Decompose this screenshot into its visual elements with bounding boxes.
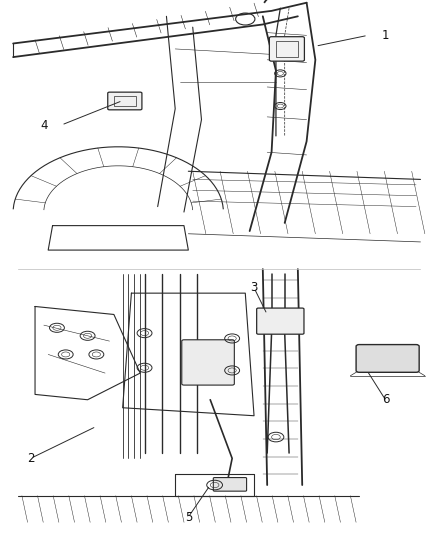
Text: 2: 2 (27, 452, 35, 465)
FancyBboxPatch shape (257, 308, 304, 334)
FancyBboxPatch shape (182, 340, 234, 385)
Text: 1: 1 (381, 29, 389, 42)
Text: 5: 5 (185, 511, 192, 523)
Bar (114, 96, 136, 106)
FancyBboxPatch shape (108, 92, 142, 110)
FancyBboxPatch shape (356, 345, 419, 372)
FancyBboxPatch shape (213, 478, 247, 491)
Text: 6: 6 (381, 393, 389, 406)
FancyBboxPatch shape (269, 37, 304, 61)
Bar (276, 41, 298, 57)
Text: 4: 4 (40, 118, 48, 132)
Text: 3: 3 (251, 281, 258, 294)
